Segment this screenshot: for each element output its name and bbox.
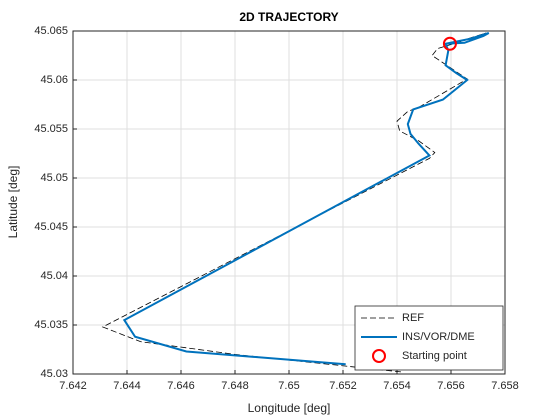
x-tick-label: 7.642 xyxy=(59,380,87,392)
start-marker xyxy=(442,36,457,51)
x-tick-label: 7.648 xyxy=(221,380,249,392)
y-tick-label: 45.05 xyxy=(40,172,68,184)
x-tick-label: 7.644 xyxy=(113,380,141,392)
legend-symbol xyxy=(372,349,386,363)
x-tick-label: 7.65 xyxy=(278,380,299,392)
x-tick-label: 7.656 xyxy=(437,380,465,392)
x-tick-label: 7.646 xyxy=(167,380,195,392)
x-tick-label: 7.658 xyxy=(491,380,519,392)
legend-label: REF xyxy=(402,312,424,324)
y-tick-label: 45.03 xyxy=(40,368,68,380)
y-tick-label: 45.035 xyxy=(34,319,68,331)
legend-box xyxy=(354,305,504,371)
plot-frame xyxy=(72,30,506,375)
x-tick-label: 7.652 xyxy=(329,380,357,392)
y-tick-label: 45.06 xyxy=(40,74,68,86)
x-axis-label: Longitude [deg] xyxy=(248,401,331,415)
chart-title: 2D TRAJECTORY xyxy=(239,10,338,24)
x-tick-label: 7.654 xyxy=(383,380,411,392)
trajectory-line xyxy=(122,32,490,366)
y-axis-label: Latitude [deg] xyxy=(6,166,20,239)
y-tick-label: 45.045 xyxy=(34,221,68,233)
legend-label: Starting point xyxy=(402,350,467,362)
y-tick-label: 45.065 xyxy=(34,25,68,37)
y-tick-label: 45.055 xyxy=(34,123,68,135)
legend-label: INS/VOR/DME xyxy=(402,331,475,343)
y-tick-label: 45.04 xyxy=(40,270,68,282)
